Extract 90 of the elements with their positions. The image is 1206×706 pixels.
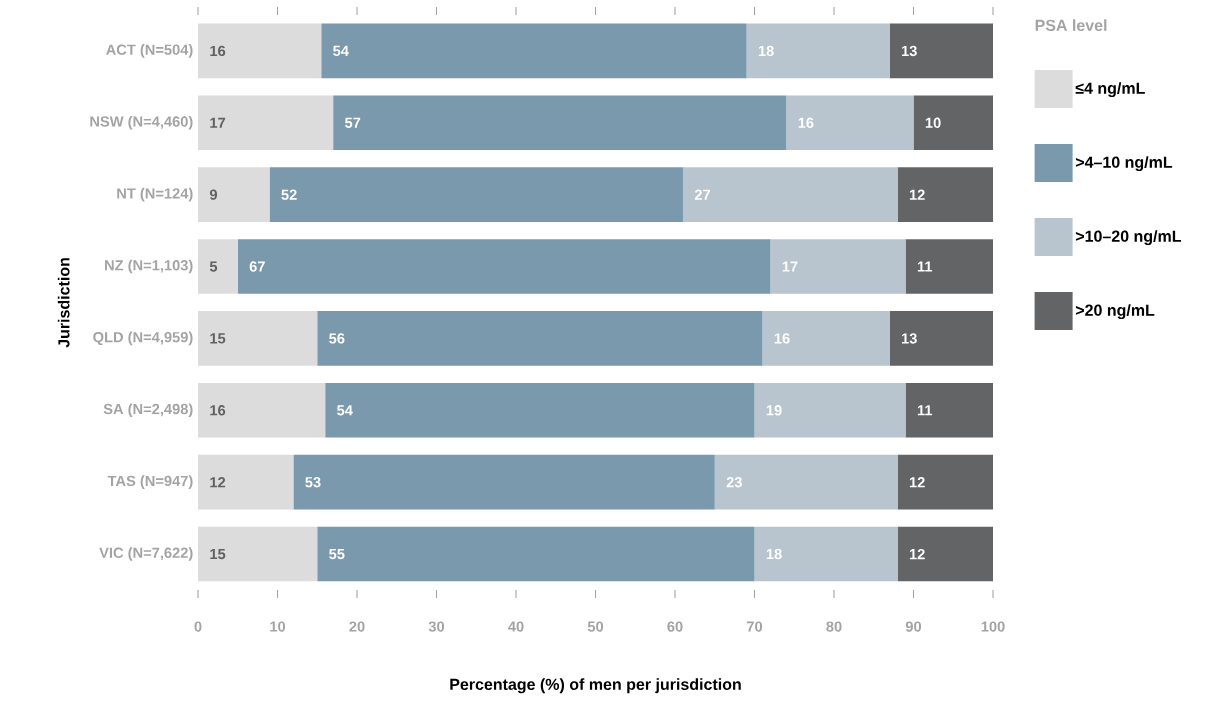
data-label: 12 <box>909 477 925 488</box>
x-tick-label: 40 <box>508 621 524 632</box>
data-label: 54 <box>337 405 353 416</box>
legend-label: >10–20 ng/mL <box>1075 230 1182 246</box>
bar <box>198 526 318 582</box>
data-label: 15 <box>210 548 226 560</box>
x-tick-label: 10 <box>270 621 286 632</box>
data-label: 17 <box>782 261 798 272</box>
bar <box>198 23 322 79</box>
y-tick-label: NZ (N=1,103) <box>105 259 193 274</box>
data-label: 23 <box>726 476 742 488</box>
x-tick-label: 70 <box>746 621 763 632</box>
y-tick-label: NT (N=124) <box>117 187 193 202</box>
data-label: 67 <box>249 261 265 272</box>
bar <box>905 239 994 294</box>
bar <box>762 311 890 366</box>
data-label: 19 <box>766 405 782 416</box>
bar <box>198 95 334 151</box>
bar <box>317 526 755 582</box>
data-label: 5 <box>209 261 218 272</box>
data-label: 55 <box>329 548 345 560</box>
bar <box>198 167 270 222</box>
data-label: 12 <box>909 548 925 560</box>
data-label: 16 <box>210 405 226 416</box>
y-tick-label: TAS (N=947) <box>107 475 193 489</box>
bar <box>746 23 890 79</box>
x-tick-label: 60 <box>667 621 683 632</box>
y-tick-label: NSW (N=4,460) <box>90 115 193 130</box>
bar <box>913 95 994 151</box>
bar <box>889 311 994 366</box>
x-axis-title: Percentage (%) of men per jurisdiction <box>450 678 741 694</box>
bar <box>770 239 906 294</box>
data-label: 27 <box>694 189 711 200</box>
y-tick-label: SA (N=2,498) <box>103 403 193 418</box>
y-tick-label: VIC (N=7,622) <box>99 547 193 561</box>
bar <box>897 454 994 510</box>
x-tick-label: 30 <box>428 621 445 632</box>
bar <box>754 382 906 438</box>
data-label: 16 <box>798 117 814 128</box>
y-tick-label: QLD (N=4,959) <box>93 331 193 346</box>
data-label: 16 <box>774 333 790 344</box>
data-label: 56 <box>329 333 345 344</box>
bar <box>754 526 898 582</box>
data-label: 15 <box>210 333 226 344</box>
data-label: 13 <box>901 333 917 344</box>
data-label: 18 <box>758 45 774 57</box>
x-tick-label: 20 <box>349 621 365 632</box>
legend-label: >20 ng/mL <box>1075 304 1155 320</box>
data-label: 12 <box>210 477 226 488</box>
x-tick-label: 100 <box>981 621 1005 632</box>
bar <box>682 167 898 222</box>
y-axis-title: Jurisdiction <box>57 258 70 348</box>
data-label: 11 <box>917 405 933 416</box>
bar <box>237 239 771 294</box>
data-label: 52 <box>281 189 297 200</box>
x-tick-label: 50 <box>587 621 604 632</box>
y-tick-label: ACT (N=504) <box>106 44 193 58</box>
bar <box>786 95 914 151</box>
data-label: 17 <box>210 117 226 128</box>
legend-label: ≤4 ng/mL <box>1075 82 1145 98</box>
legend-label: >4–10 ng/mL <box>1075 156 1173 172</box>
bar <box>321 23 747 79</box>
x-tick-label: 90 <box>905 621 922 632</box>
bar <box>714 454 898 510</box>
data-label: 11 <box>917 261 933 272</box>
bar <box>317 311 763 366</box>
bar <box>905 382 994 438</box>
bar <box>198 239 238 294</box>
data-label: 10 <box>925 117 941 128</box>
bar <box>333 95 787 151</box>
x-tick-label: 0 <box>194 621 202 632</box>
legend-title: PSA level <box>1035 19 1107 31</box>
x-tick-label: 80 <box>826 621 842 632</box>
bar <box>269 167 683 222</box>
bar <box>325 382 755 438</box>
bar <box>198 311 318 366</box>
data-label: 54 <box>333 45 349 57</box>
data-label: 57 <box>345 117 361 128</box>
bar <box>198 454 294 510</box>
data-label: 53 <box>305 476 321 488</box>
data-label: 12 <box>909 189 925 200</box>
bar <box>198 382 326 438</box>
data-label: 9 <box>209 189 218 200</box>
data-label: 16 <box>210 45 226 57</box>
data-label: 18 <box>766 548 782 560</box>
bar <box>897 526 994 582</box>
data-label: 13 <box>901 45 917 57</box>
bar <box>293 454 715 510</box>
bar <box>897 167 994 222</box>
bar <box>889 23 994 79</box>
